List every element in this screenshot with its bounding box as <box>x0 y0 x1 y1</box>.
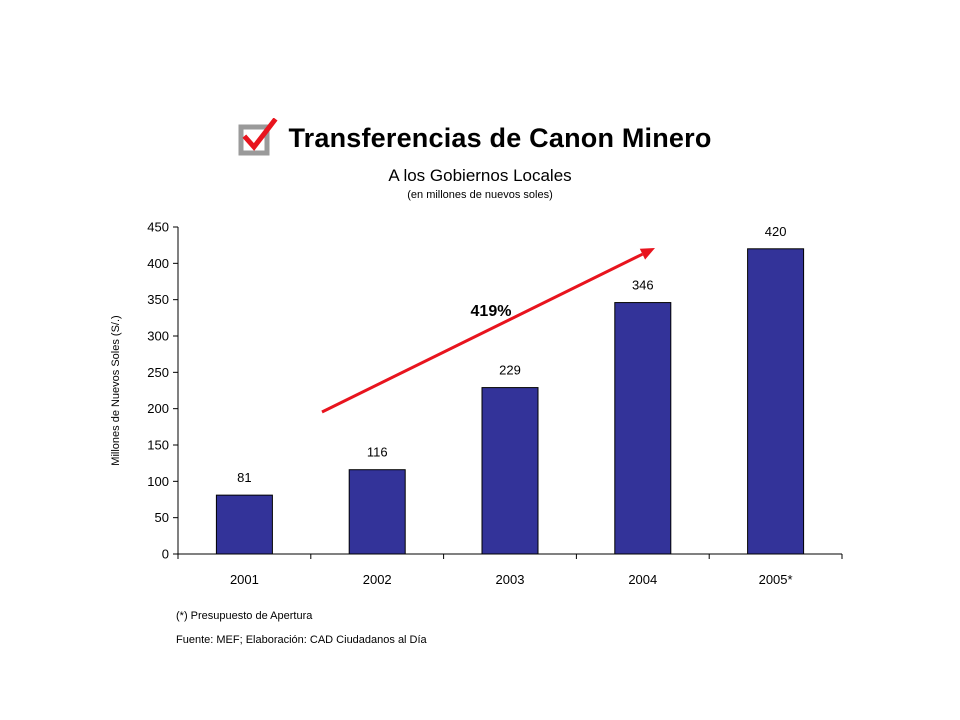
x-tick-label: 2002 <box>363 572 392 587</box>
chart-units: (en millones de nuevos soles) <box>407 189 553 201</box>
checkbox-checked-icon <box>238 118 278 156</box>
growth-annotation: 419% <box>321 248 655 414</box>
x-axis: 2001 2002 2003 2004 2005* <box>177 553 843 587</box>
bar <box>481 387 539 555</box>
x-tick-label: 2004 <box>628 572 657 587</box>
growth-arrow-line <box>321 252 644 414</box>
growth-percent-label: 419% <box>471 303 512 320</box>
y-tick-label: 0 <box>162 547 169 562</box>
x-tick-label: 2005* <box>759 572 793 587</box>
bars <box>215 248 805 555</box>
growth-arrow-head <box>639 248 655 260</box>
y-axis: 0 50 100 150 200 250 300 350 400 450 <box>147 220 179 562</box>
x-tick-label: 2001 <box>230 572 259 587</box>
data-label: 81 <box>237 470 251 485</box>
bar <box>348 469 406 555</box>
y-tick-label: 200 <box>147 401 169 416</box>
y-tick-label: 150 <box>147 438 169 453</box>
title-row: Transferencias de Canon Minero <box>238 118 711 158</box>
y-tick-label: 300 <box>147 329 169 344</box>
bar <box>614 302 672 555</box>
y-tick-label: 100 <box>147 474 169 489</box>
data-label: 229 <box>499 363 521 378</box>
chart-title: Transferencias de Canon Minero <box>288 122 712 153</box>
data-label: 420 <box>765 224 787 239</box>
bar <box>747 248 805 555</box>
y-tick-label: 450 <box>147 220 169 235</box>
x-tick-label: 2003 <box>496 572 525 587</box>
data-label: 116 <box>367 445 388 460</box>
data-labels: 81 116 229 346 420 <box>237 224 786 485</box>
footnote-note: (*) Presupuesto de Apertura <box>176 610 313 622</box>
y-tick-label: 350 <box>147 292 169 307</box>
footnote-source: Fuente: MEF; Elaboración: CAD Ciudadanos… <box>176 634 427 646</box>
y-tick-label: 50 <box>155 510 169 525</box>
y-tick-label: 400 <box>147 256 169 271</box>
y-axis-label: Millones de Nuevos Soles (S/.) <box>110 315 122 465</box>
data-label: 346 <box>632 278 654 293</box>
chart-subtitle: A los Gobiernos Locales <box>388 166 572 185</box>
bar <box>215 494 273 555</box>
y-tick-label: 250 <box>147 365 169 380</box>
chart-header: Transferencias de Canon Minero A los Gob… <box>0 118 960 201</box>
